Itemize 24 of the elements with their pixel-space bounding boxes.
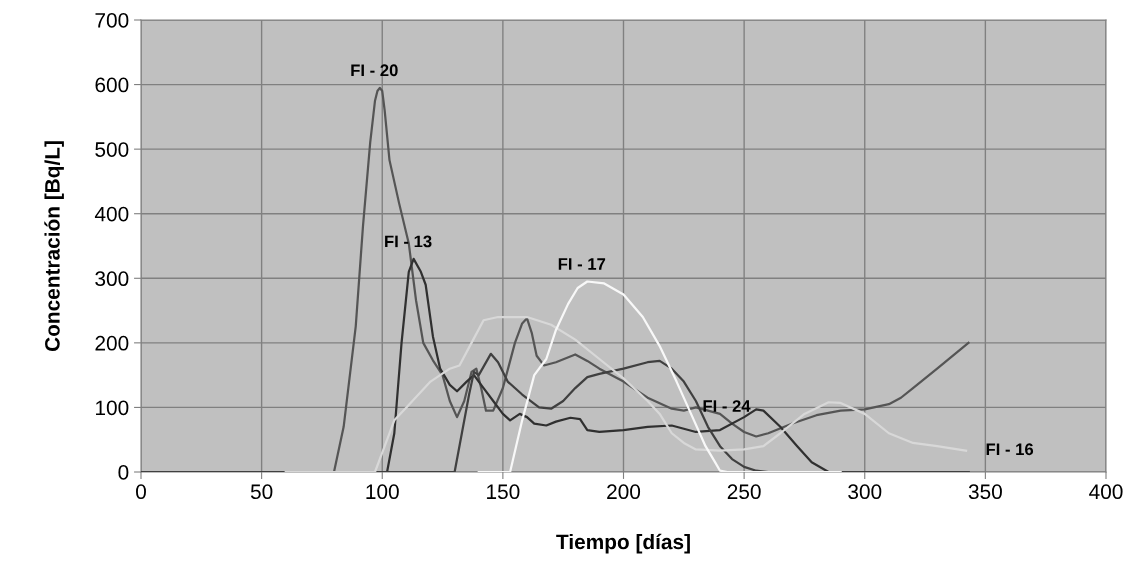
annotation: FI - 17 (558, 258, 606, 270)
x-tick-label: 150 (487, 484, 520, 500)
annotation: FI - 24 (703, 400, 751, 412)
y-axis-title: Concentración [Bq/L] (44, 141, 64, 352)
annotation: FI - 16 (986, 443, 1034, 456)
annotation: FI - 13 (385, 235, 432, 248)
x-axis-title: Tiempo [días] (556, 533, 690, 554)
y-tick-label: 400 (94, 206, 129, 222)
y-tick-label: 200 (95, 335, 129, 351)
x-tick-label: 100 (366, 484, 399, 500)
y-tick-label: 500 (95, 142, 129, 157)
y-tick-label: 100 (96, 400, 129, 416)
y-tick-label: 700 (95, 13, 129, 28)
x-tick-label: 350 (968, 484, 1002, 500)
x-tick-label: 400 (1089, 484, 1123, 500)
y-tick-label: 300 (95, 271, 129, 287)
annotation: FI - 20 (351, 64, 398, 77)
x-tick-label: 0 (136, 484, 146, 500)
x-tick-label: 250 (727, 484, 761, 500)
y-tick-label: 0 (118, 465, 129, 480)
x-tick-label: 300 (848, 484, 882, 500)
y-tick-label: 600 (95, 77, 129, 93)
x-tick-label: 50 (250, 484, 273, 500)
x-tick-label: 200 (607, 484, 641, 500)
